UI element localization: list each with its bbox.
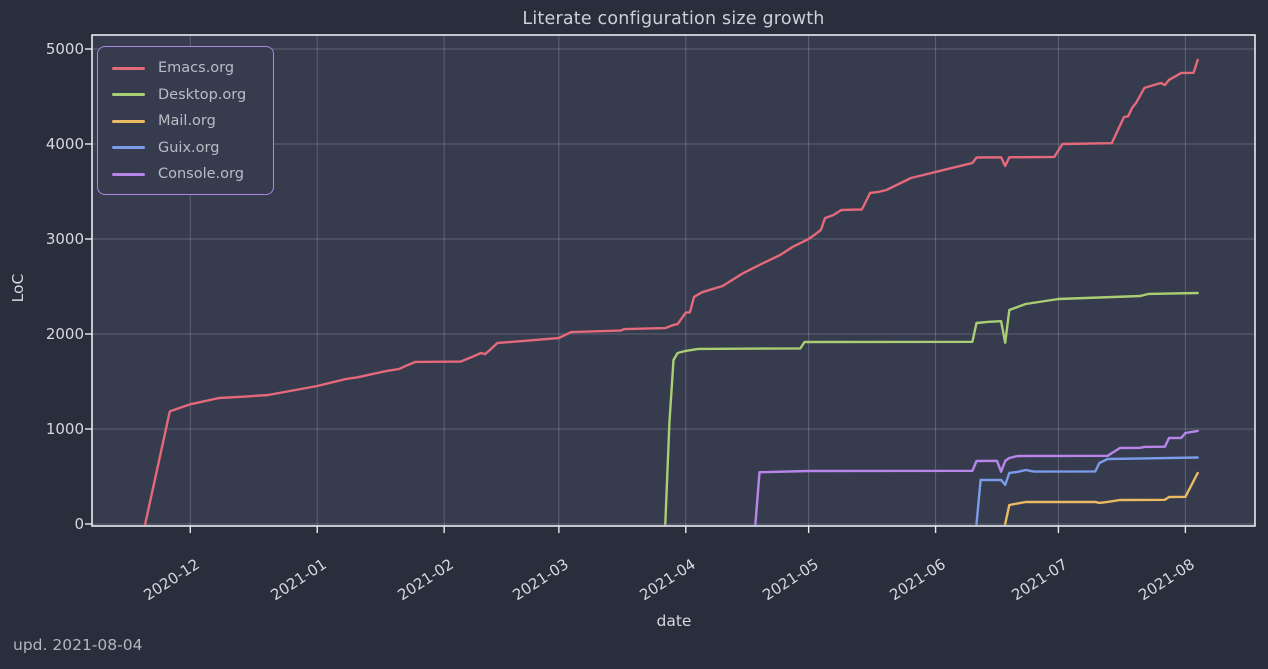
legend-swatch <box>112 93 145 97</box>
series-line-mail-org <box>1004 471 1199 526</box>
y-tick-label: 4000 <box>45 135 84 153</box>
legend-swatch <box>112 66 145 70</box>
y-axis-label: LoC <box>9 273 27 303</box>
chart-title: Literate configuration size growth <box>522 9 825 29</box>
series-line-emacs-org <box>143 58 1199 526</box>
y-tick-label: 3000 <box>45 230 84 248</box>
plot-background <box>92 35 1255 526</box>
y-tick-label: 1000 <box>45 420 84 438</box>
legend-item-guix-org: Guix.org <box>112 135 273 162</box>
legend-label: Console.org <box>158 166 244 183</box>
legend-label: Emacs.org <box>158 60 235 77</box>
legend-label: Desktop.org <box>158 86 247 103</box>
legend-item-desktop-org: Desktop.org <box>112 82 273 109</box>
legend-box: Emacs.org Desktop.org Mail.org Guix.org Cons… <box>97 46 274 195</box>
legend-label: Mail.org <box>158 113 216 130</box>
x-axis-label: date <box>656 612 692 630</box>
legend-item-mail-org: Mail.org <box>112 108 273 135</box>
y-tick-label: 0 <box>74 515 84 533</box>
legend-item-console-org: Console.org <box>112 161 273 188</box>
series-line-guix-org <box>975 456 1199 526</box>
y-tick-label: 2000 <box>45 325 84 343</box>
legend-swatch <box>112 172 145 176</box>
series-line-desktop-org <box>664 291 1199 526</box>
legend-swatch <box>112 146 145 150</box>
y-tick-label: 5000 <box>45 40 84 58</box>
axes-spines <box>91 34 1256 527</box>
legend-label: Guix.org <box>158 139 220 156</box>
legend-swatch <box>112 119 145 123</box>
series-line-console-org <box>754 429 1199 526</box>
legend-item-emacs-org: Emacs.org <box>112 55 273 82</box>
update-timestamp: upd. 2021-08-04 <box>13 636 143 654</box>
